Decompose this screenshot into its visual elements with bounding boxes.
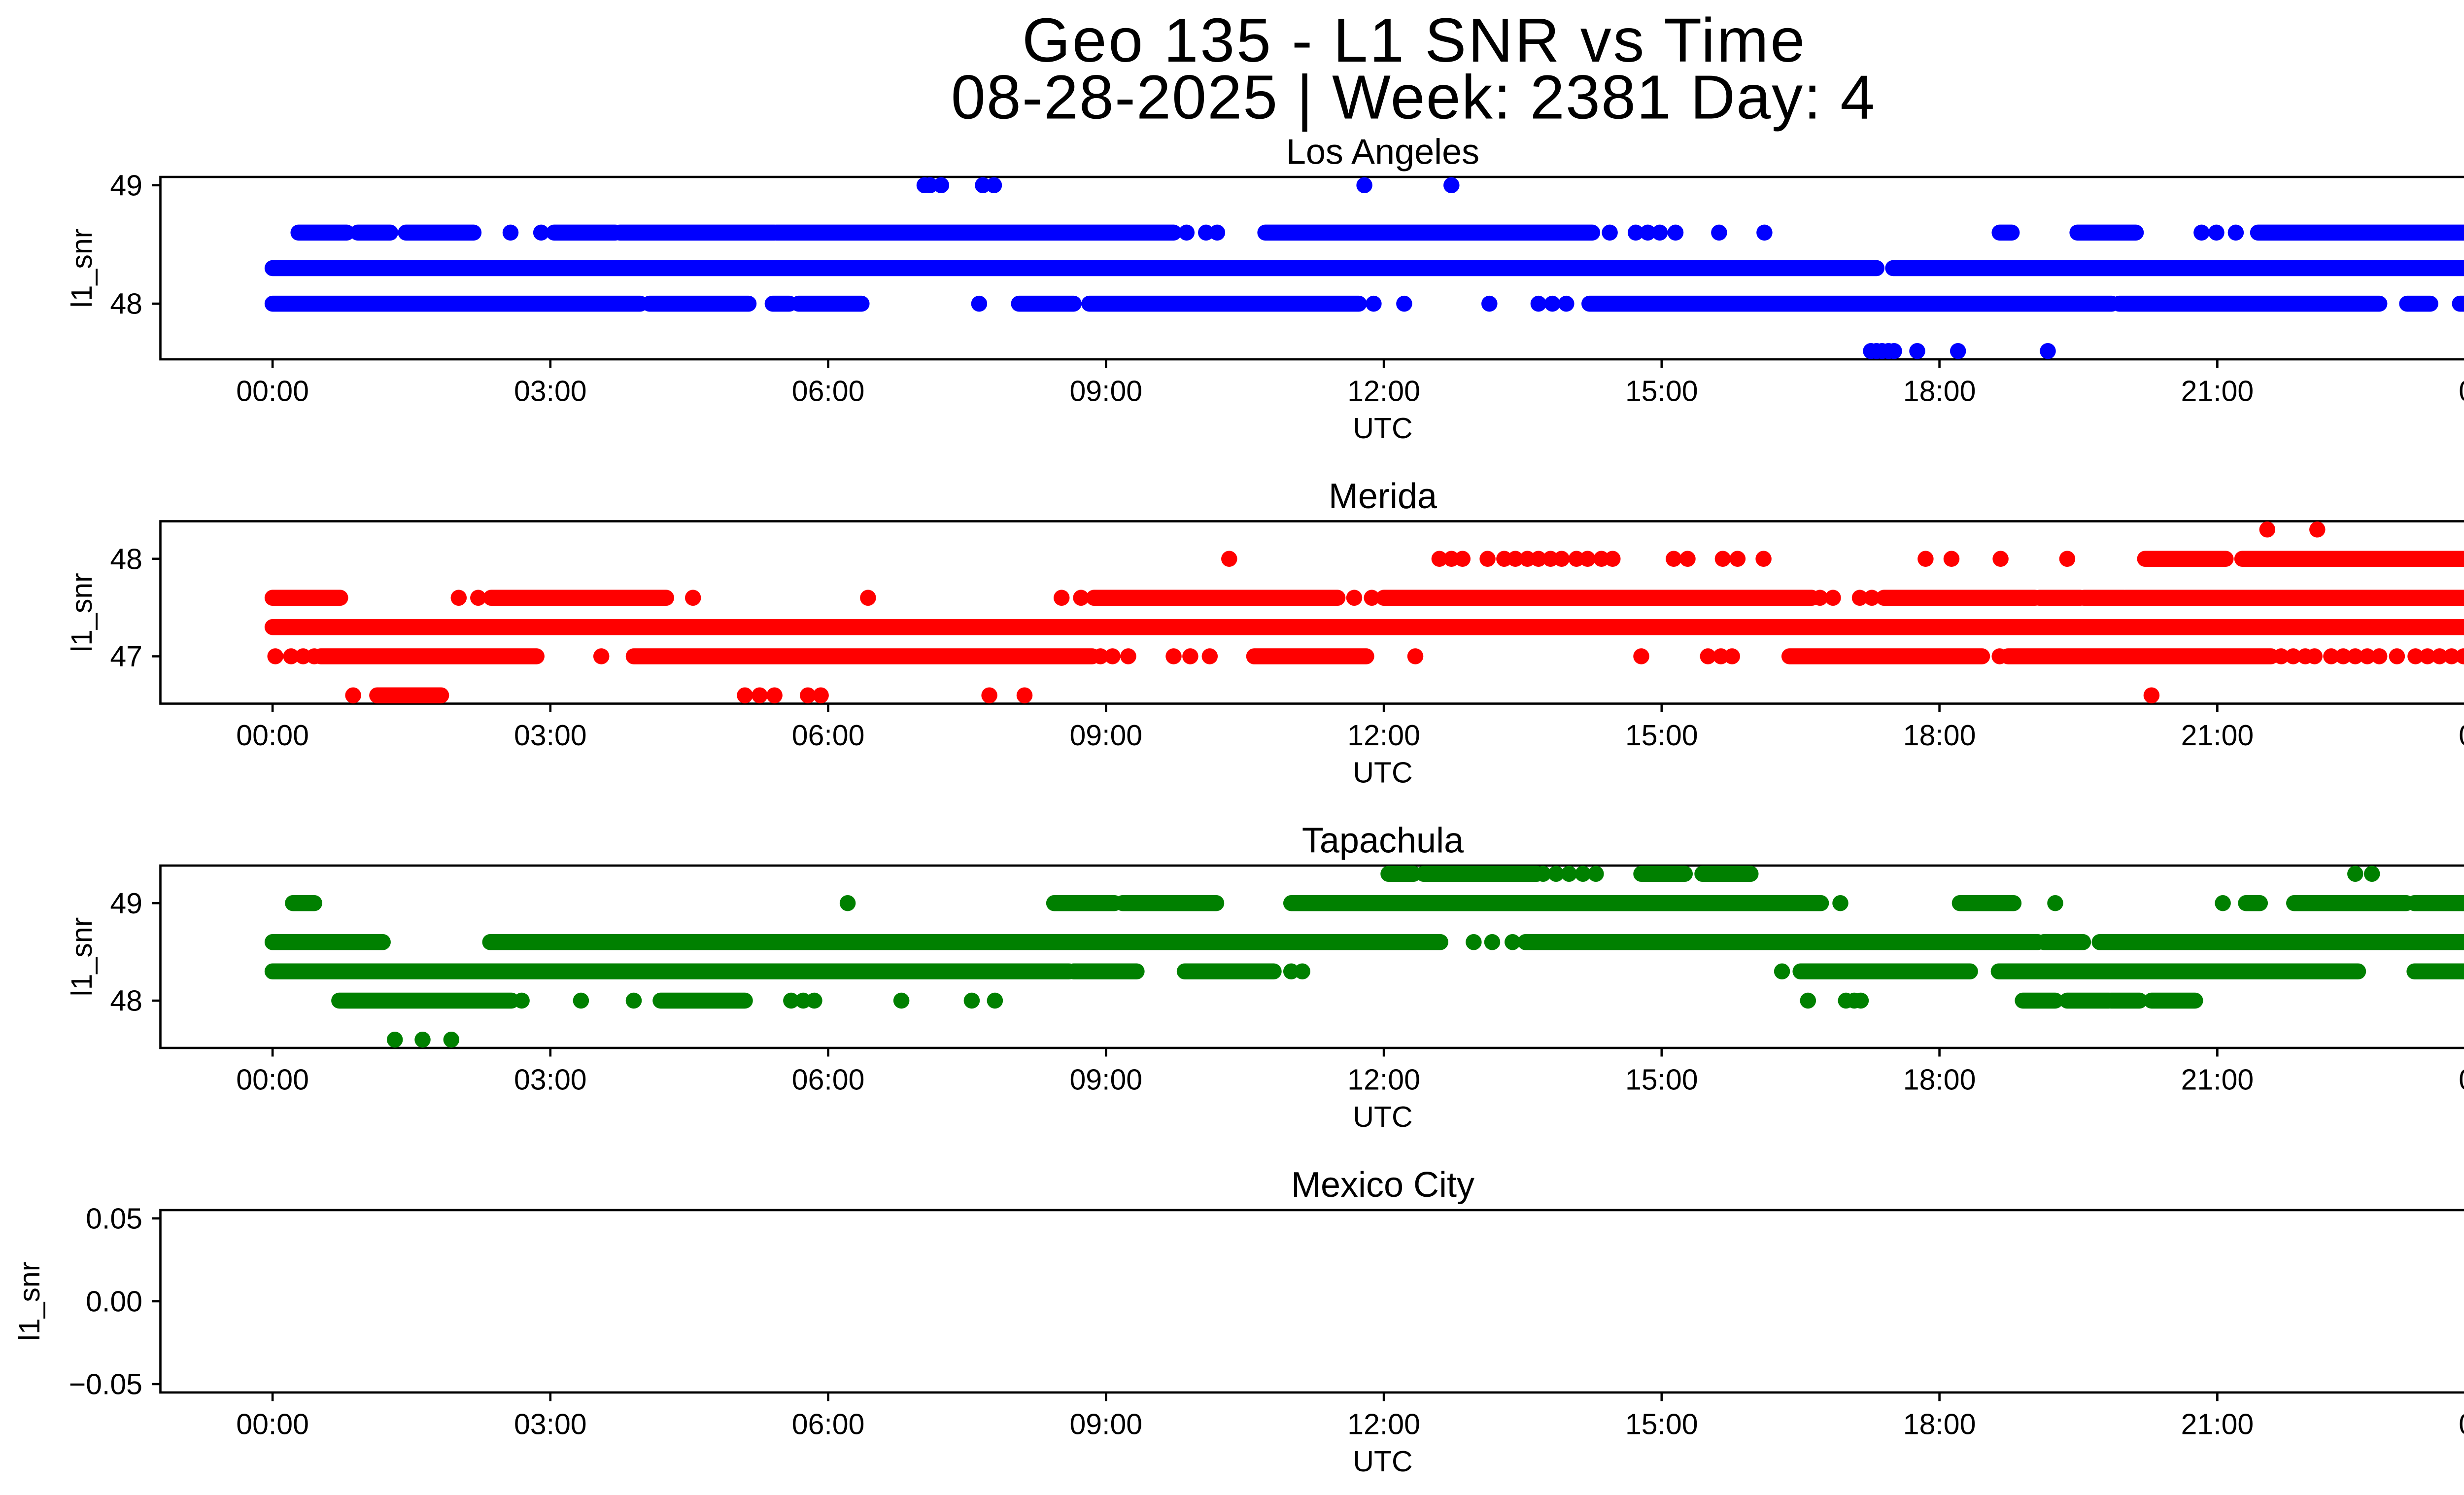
svg-text:03:00: 03:00 — [514, 375, 587, 408]
svg-text:Merida: Merida — [1329, 477, 1437, 516]
svg-text:03:00: 03:00 — [514, 1064, 587, 1096]
svg-text:09:00: 09:00 — [1069, 375, 1142, 408]
svg-text:00:00: 00:00 — [2459, 1064, 2464, 1096]
svg-text:l1_snr: l1_snr — [66, 229, 98, 308]
svg-text:Tapachula: Tapachula — [1302, 821, 1464, 860]
svg-text:00:00: 00:00 — [236, 1408, 309, 1441]
svg-text:49: 49 — [110, 169, 142, 202]
svg-text:21:00: 21:00 — [2181, 719, 2254, 752]
svg-text:48: 48 — [110, 985, 142, 1017]
svg-text:12:00: 12:00 — [1347, 1408, 1420, 1441]
svg-text:12:00: 12:00 — [1347, 1064, 1420, 1096]
svg-text:18:00: 18:00 — [1903, 719, 1976, 752]
svg-text:48: 48 — [110, 288, 142, 320]
svg-text:0.00: 0.00 — [86, 1286, 142, 1318]
svg-text:09:00: 09:00 — [1069, 1064, 1142, 1096]
svg-text:0.05: 0.05 — [86, 1202, 142, 1235]
svg-text:21:00: 21:00 — [2181, 1408, 2254, 1441]
svg-text:12:00: 12:00 — [1347, 719, 1420, 752]
svg-text:Geo 135 - L1 SNR vs Time: Geo 135 - L1 SNR vs Time — [1022, 5, 1807, 75]
svg-text:00:00: 00:00 — [2459, 719, 2464, 752]
svg-text:18:00: 18:00 — [1903, 1408, 1976, 1441]
svg-text:l1_snr: l1_snr — [66, 573, 98, 652]
svg-text:UTC: UTC — [1353, 1101, 1412, 1133]
svg-text:l1_snr: l1_snr — [66, 917, 98, 997]
svg-text:15:00: 15:00 — [1625, 1064, 1698, 1096]
svg-text:03:00: 03:00 — [514, 1408, 587, 1441]
svg-text:09:00: 09:00 — [1069, 1408, 1142, 1441]
svg-text:12:00: 12:00 — [1347, 375, 1420, 408]
svg-text:UTC: UTC — [1353, 756, 1412, 789]
svg-text:Mexico City: Mexico City — [1291, 1165, 1474, 1205]
svg-text:08-28-2025 | Week: 2381 Day: 4: 08-28-2025 | Week: 2381 Day: 4 — [951, 63, 1876, 132]
svg-text:00:00: 00:00 — [2459, 1408, 2464, 1441]
svg-text:48: 48 — [110, 543, 142, 575]
svg-text:06:00: 06:00 — [792, 719, 865, 752]
svg-text:−0.05: −0.05 — [69, 1368, 142, 1401]
svg-text:47: 47 — [110, 640, 142, 673]
svg-text:18:00: 18:00 — [1903, 1064, 1976, 1096]
svg-text:UTC: UTC — [1353, 1445, 1412, 1478]
svg-text:15:00: 15:00 — [1625, 719, 1698, 752]
svg-text:21:00: 21:00 — [2181, 1064, 2254, 1096]
svg-text:l1_snr: l1_snr — [13, 1262, 46, 1341]
svg-text:00:00: 00:00 — [236, 1064, 309, 1096]
svg-text:09:00: 09:00 — [1069, 719, 1142, 752]
svg-text:Los Angeles: Los Angeles — [1286, 132, 1479, 172]
svg-text:UTC: UTC — [1353, 412, 1412, 445]
svg-text:49: 49 — [110, 887, 142, 920]
svg-text:00:00: 00:00 — [236, 375, 309, 408]
svg-text:15:00: 15:00 — [1625, 375, 1698, 408]
svg-text:06:00: 06:00 — [792, 1064, 865, 1096]
svg-text:15:00: 15:00 — [1625, 1408, 1698, 1441]
svg-text:18:00: 18:00 — [1903, 375, 1976, 408]
svg-text:06:00: 06:00 — [792, 1408, 865, 1441]
svg-text:06:00: 06:00 — [792, 375, 865, 408]
svg-text:21:00: 21:00 — [2181, 375, 2254, 408]
svg-text:00:00: 00:00 — [2459, 375, 2464, 408]
svg-text:00:00: 00:00 — [236, 719, 309, 752]
svg-text:03:00: 03:00 — [514, 719, 587, 752]
